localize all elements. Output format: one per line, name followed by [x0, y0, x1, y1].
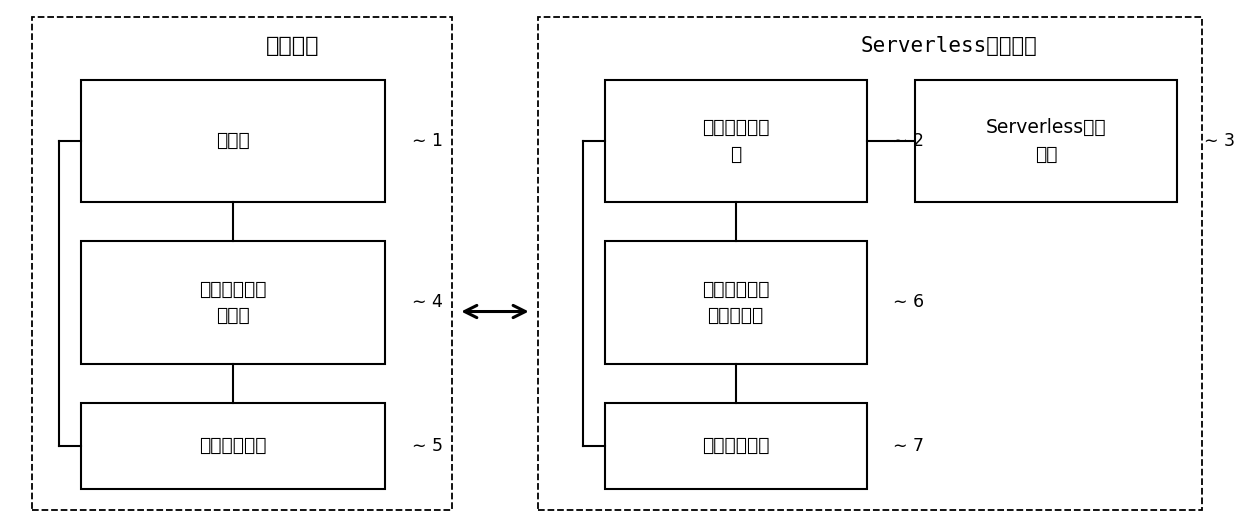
Text: Serverless云端网络: Serverless云端网络	[861, 36, 1038, 56]
Bar	[81, 403, 386, 489]
Text: 第二查询模块: 第二查询模块	[702, 436, 769, 455]
Text: ∼ 5: ∼ 5	[412, 436, 443, 455]
Bar	[538, 17, 1202, 509]
Text: ∼ 7: ∼ 7	[894, 436, 925, 455]
Text: 客户端: 客户端	[216, 132, 249, 150]
Bar	[605, 241, 867, 364]
Text: ∼ 2: ∼ 2	[894, 132, 925, 150]
Text: 移动终端: 移动终端	[265, 36, 319, 56]
Bar	[32, 17, 453, 509]
Text: ∼ 3: ∼ 3	[1204, 132, 1235, 150]
Bar	[915, 80, 1178, 202]
Text: 第一查询模块: 第一查询模块	[200, 436, 267, 455]
Text: ∼ 1: ∼ 1	[412, 132, 443, 150]
Text: 本地存储数据
库模块: 本地存储数据 库模块	[200, 280, 267, 325]
Text: ∼ 6: ∼ 6	[894, 293, 925, 311]
Bar	[605, 403, 867, 489]
Text: 病毒引擎路由
器: 病毒引擎路由 器	[702, 118, 769, 163]
Bar	[605, 80, 867, 202]
Text: ∼ 4: ∼ 4	[412, 293, 443, 311]
Text: 云端共享存储
数据库模块: 云端共享存储 数据库模块	[702, 280, 769, 325]
Bar	[81, 241, 386, 364]
Bar	[81, 80, 386, 202]
Text: Serverless扫描
集群: Serverless扫描 集群	[986, 118, 1107, 163]
